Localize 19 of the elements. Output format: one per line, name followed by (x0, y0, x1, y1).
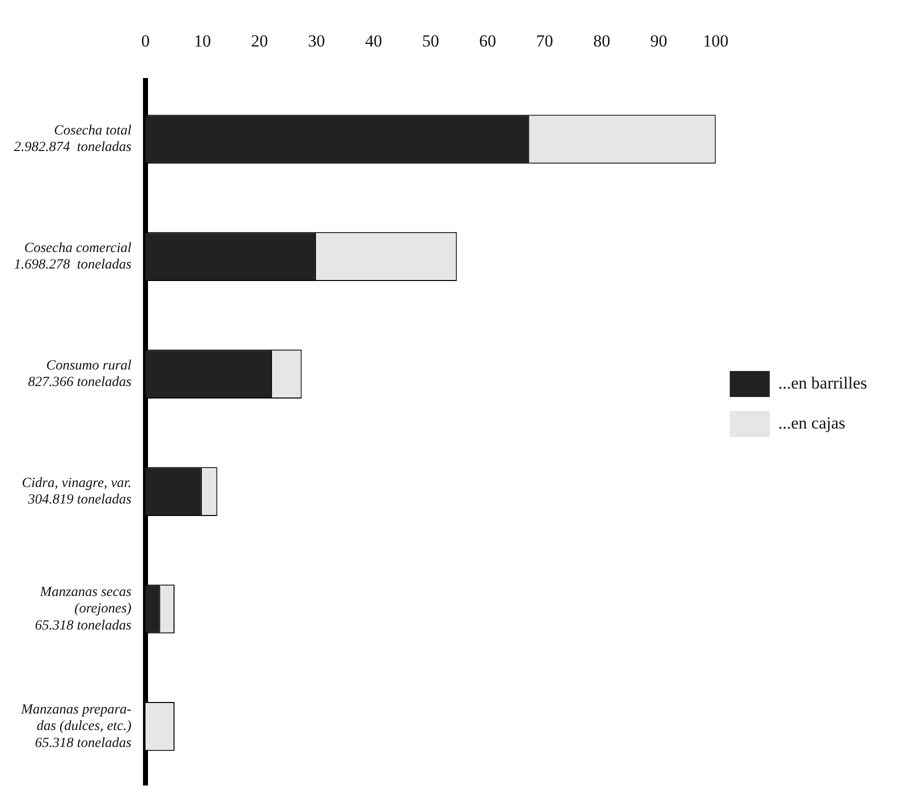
x-tick-label: 90 (650, 32, 668, 51)
legend-label: ...en barrilles (778, 373, 868, 392)
y-tick-label: Cosecha comercial 1.698.278 toneladas (14, 240, 132, 273)
legend-label: ...en cajas (778, 413, 846, 432)
x-tick-label: 70 (536, 32, 554, 51)
y-tick-label: Manzanas prepara- das (dulces, etc.) 65.318 toneladas (20, 702, 132, 751)
y-tick-label: Cosecha total 2.982.874 toneladas (14, 123, 132, 156)
x-tick-label: 60 (479, 32, 496, 51)
y-tick-label: Cidra, vinagre, var. 304.819 toneladas (22, 476, 132, 508)
x-tick-label: 80 (593, 32, 610, 51)
x-tick-label: 40 (365, 32, 382, 51)
x-tick-label: 30 (308, 32, 326, 51)
x-tick-label: 20 (251, 32, 268, 51)
x-tick-label: 100 (703, 32, 729, 51)
y-tick-label: Manzanas secas (orejones) 65.318 toneladas (34, 584, 132, 634)
y-tick-label: Consumo rural 827.366 toneladas (28, 358, 132, 390)
x-tick-label: 10 (194, 32, 211, 51)
x-tick-label: 0 (141, 32, 150, 51)
x-tick-label: 50 (422, 32, 440, 51)
